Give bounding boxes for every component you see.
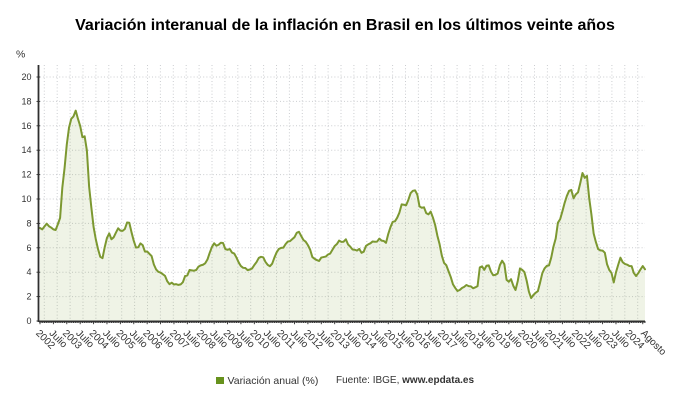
svg-text:4: 4 — [26, 267, 31, 277]
svg-text:20: 20 — [21, 72, 31, 82]
svg-text:10: 10 — [21, 194, 31, 204]
svg-text:%: % — [16, 49, 25, 61]
svg-text:12: 12 — [21, 170, 31, 180]
svg-text:8: 8 — [26, 218, 31, 228]
svg-text:16: 16 — [21, 121, 31, 131]
svg-text:18: 18 — [21, 96, 31, 106]
svg-text:2: 2 — [26, 292, 31, 302]
svg-text:14: 14 — [21, 145, 31, 155]
svg-text:6: 6 — [26, 243, 31, 253]
svg-text:0: 0 — [26, 316, 31, 326]
